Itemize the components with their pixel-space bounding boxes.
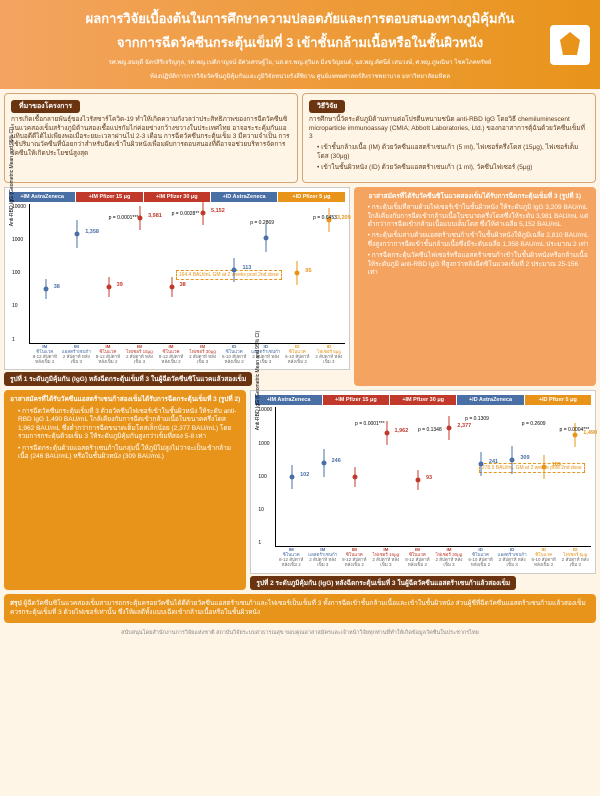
- summary-title: สรุป: [10, 600, 22, 607]
- x-axis-label: IDซิโนแวค6-10 สัปดาห์ หลังเข็ม 2: [465, 547, 497, 569]
- summary-text: ผู้ฉีดวัคซีนซิโนแวคสองเข็มสามารถกระตุ้มค…: [10, 600, 586, 615]
- x-axis-label: IMซิโนแวค8-12 สัปดาห์ หลังเข็ม 2: [29, 344, 61, 366]
- x-axis-label: IMซิโนแวค8-12 สัปดาห์ หลังเข็ม 2: [402, 547, 434, 569]
- p-value: p = 0.2869: [250, 220, 274, 226]
- chart-group-label: +IM AstraZeneca: [255, 395, 321, 405]
- result2-b1: • การฉีดวัคซีนกระตุ้นเข็มที่ 3 ด้วยวัคซี…: [18, 408, 240, 442]
- result2-title: อาสาสมัครที่ได้รับวัคซีนแอสตร้าเซนก้าสอง…: [10, 396, 240, 404]
- x-axis-label: IMซิโนแวค8-12 สัปดาห์ หลังเข็ม 2: [275, 547, 307, 569]
- chart-group-label: +ID Pfizer 5 μg: [525, 395, 591, 405]
- p-value: p = 0.0001***: [355, 421, 385, 427]
- p-value: p = 0.0004***: [560, 427, 590, 433]
- x-axis-label: IMซิโนแวค8-12 สัปดาห์ หลังเข็ม 2: [155, 344, 187, 366]
- p-value: p = 0.0028**: [172, 211, 200, 217]
- methods-bullet2: • เข้าในชั้นผิวหนัง (ID) ด้วยวัคซีนแอสตร…: [317, 164, 589, 172]
- result1-b2: • กระตุ้นเข็มสามด้วยแอสตร้าเซนก้าเข้าในช…: [368, 232, 590, 249]
- result1-b1: • กระตุ้นเข็มที่สามด้วยไฟเซอร์เข้าในชั้น…: [368, 204, 590, 229]
- methods-box: วิธีวิจัย การศึกษานี้วัดระดับภูมิด้านทาน…: [302, 93, 596, 183]
- chart2-title: รูปที่ 2 ระดับภูมิคุ้มกัน (IgG) หลังฉีดก…: [250, 576, 516, 590]
- chart-group-label: +ID Pfizer 5 μg: [278, 192, 344, 202]
- x-axis-label: IDซิโนแวค6-10 สัปดาห์ หลังเข็ม 2: [218, 344, 250, 366]
- footer: สนับสนุนโดยสำนักงานการวิจัยแห่งชาติ สถาบ…: [0, 627, 600, 639]
- p-value: p = 0.6453: [313, 215, 337, 221]
- x-axis-label: IMแอสตร้าเซนก้า2 สัปดาห์ หลังเข็ม 3: [61, 344, 93, 366]
- x-axis-label: IMไฟเซอร์ 30μg2 สัปดาห์ หลังเข็ม 3: [187, 344, 219, 366]
- result1-title: อาสาสมัครที่ได้รับวัคซีนซิโนแวคสองเข็มได…: [360, 193, 590, 201]
- x-axis-label: IMไฟเซอร์ 15μg2 สัปดาห์ หลังเข็ม 3: [124, 344, 156, 366]
- background-title: ที่มาของโครงการ: [11, 100, 80, 113]
- methods-title: วิธีวิจัย: [309, 100, 345, 113]
- methods-text: การศึกษานี้วัดระดับภูมิด้านทานต่อโปรตีนห…: [309, 116, 589, 141]
- x-axis-label: IDแอสตร้าเซนก้า2 สัปดาห์ หลังเข็ม 3: [496, 547, 528, 569]
- chart-group-label: +ID AstraZeneca: [457, 395, 523, 405]
- x-axis-label: IDซิโนแวค6-10 สัปดาห์ หลังเข็ม 2: [528, 547, 560, 569]
- chart1-gm-note: 164.4 BAU/mL GM at 2 weeks post 2nd dose: [176, 270, 282, 280]
- title-line2: จากการฉีดวัคซีนกระตุ้นเข็มที่ 3 เข้าชั้น…: [12, 32, 588, 53]
- chart-group-label: +ID AstraZeneca: [211, 192, 277, 202]
- x-axis-label: IDไฟเซอร์ 5μg2 สัปดาห์ หลังเข็ม 3: [313, 344, 345, 366]
- result2-box: อาสาสมัครที่ได้รับวัคซีนแอสตร้าเซนก้าสอง…: [4, 390, 246, 590]
- result1-box: อาสาสมัครที่ได้รับวัคซีนซิโนแวคสองเข็มได…: [354, 187, 596, 387]
- p-value: p = 0.1309: [465, 416, 489, 422]
- chart-group-label: +IM Pfizer 15 μg: [323, 395, 389, 405]
- p-value: p = 0.2609: [522, 421, 546, 427]
- poster-header: ผลการวิจัยเบื้องต้นในการศึกษาความปลอดภัย…: [0, 0, 600, 89]
- x-axis-label: IMไฟเซอร์ 30μg2 สัปดาห์ หลังเข็ม 3: [433, 547, 465, 569]
- methods-bullet1: • เข้าชั้นกล้ามเนื้อ (IM) ด้วยวัคซีนแอสต…: [317, 144, 589, 161]
- x-axis-label: IDไฟเซอร์ 5μg2 สัปดาห์ หลังเข็ม 3: [559, 547, 591, 569]
- title-line1: ผลการวิจัยเบื้องต้นในการศึกษาความปลอดภัย…: [12, 8, 588, 29]
- chart-group-label: +IM Pfizer 30 μg: [390, 395, 456, 405]
- background-box: ที่มาของโครงการ การเกิดเชื้อกลายพันธุ์ขอ…: [4, 93, 298, 183]
- authors: รศ.พญ.สมฤดี ฉัตรสิริเจริญกุล, รศ.พญ.เบติ…: [12, 57, 588, 67]
- chart-group-label: +IM Pfizer 15 μg: [76, 192, 142, 202]
- p-value: p = 0.1348: [418, 427, 442, 433]
- result2-b2: • การฉีดกระตุ้นด้วยแอสตร้าเซนก้าในกลุ่มน…: [18, 445, 240, 462]
- p-value: p = 0.0001***: [109, 215, 139, 221]
- summary-box: สรุป ผู้ฉีดวัคซีนซิโนแวคสองเข็มสามารถกระ…: [4, 594, 596, 623]
- chart2: +IM AstraZeneca+IM Pfizer 15 μg+IM Pfize…: [250, 390, 596, 574]
- x-axis-label: IMซิโนแวค8-12 สัปดาห์ หลังเข็ม 2: [92, 344, 124, 366]
- result1-b3: • การฉีดกระตุ้นวัคซีนไฟเซอร์หรือแอสตร้าเ…: [368, 252, 590, 277]
- chart-group-label: +IM AstraZeneca: [9, 192, 75, 202]
- background-text: การเกิดเชื้อกลายพันธุ์ของไวรัสซาร์โควิด-…: [11, 116, 291, 158]
- chart-group-label: +IM Pfizer 30 μg: [144, 192, 210, 202]
- x-axis-label: IMซิโนแวค8-12 สัปดาห์ หลังเข็ม 2: [339, 547, 371, 569]
- affiliation: ห้องปฏิบัติการการวิจัยวัคซีนภูมิคุ้มกันแ…: [12, 71, 588, 81]
- chart1: +IM AstraZeneca+IM Pfizer 15 μg+IM Pfize…: [4, 187, 350, 371]
- x-axis-label: IMแอสตร้าเซนก้า2 สัปดาห์ หลังเข็ม 3: [307, 547, 339, 569]
- x-axis-label: IDซิโนแวค6-10 สัปดาห์ หลังเข็ม 2: [282, 344, 314, 366]
- institution-logo: [550, 25, 590, 65]
- chart1-title: รูปที่ 1 ระดับภูมิคุ้มกัน (IgG) หลังฉีดก…: [4, 372, 252, 386]
- x-axis-label: IMไฟเซอร์ 15μg2 สัปดาห์ หลังเข็ม 3: [370, 547, 402, 569]
